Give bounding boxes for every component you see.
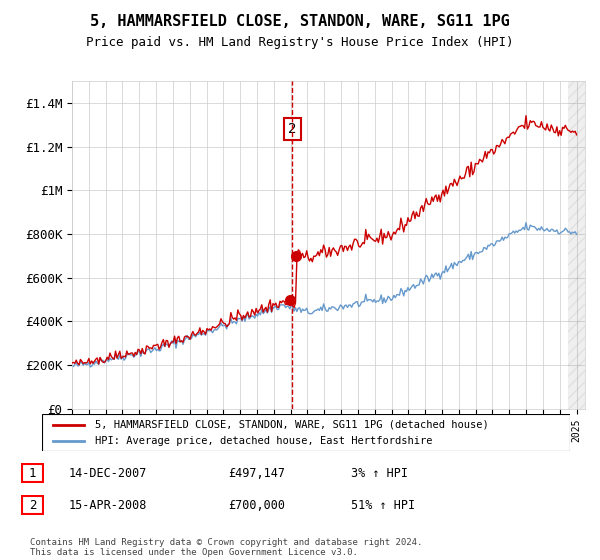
Text: £700,000: £700,000 [228, 498, 285, 512]
Text: 3% ↑ HPI: 3% ↑ HPI [351, 466, 408, 480]
Text: £497,147: £497,147 [228, 466, 285, 480]
Text: 2: 2 [29, 498, 36, 512]
Text: 1: 1 [29, 466, 36, 480]
Text: 14-DEC-2007: 14-DEC-2007 [69, 466, 148, 480]
Text: Contains HM Land Registry data © Crown copyright and database right 2024.
This d: Contains HM Land Registry data © Crown c… [30, 538, 422, 557]
Text: 5, HAMMARSFIELD CLOSE, STANDON, WARE, SG11 1PG: 5, HAMMARSFIELD CLOSE, STANDON, WARE, SG… [90, 14, 510, 29]
Text: HPI: Average price, detached house, East Hertfordshire: HPI: Average price, detached house, East… [95, 436, 432, 446]
Text: 5, HAMMARSFIELD CLOSE, STANDON, WARE, SG11 1PG (detached house): 5, HAMMARSFIELD CLOSE, STANDON, WARE, SG… [95, 419, 488, 430]
Text: 2: 2 [288, 122, 296, 136]
Text: 51% ↑ HPI: 51% ↑ HPI [351, 498, 415, 512]
Text: Price paid vs. HM Land Registry's House Price Index (HPI): Price paid vs. HM Land Registry's House … [86, 36, 514, 49]
Text: 15-APR-2008: 15-APR-2008 [69, 498, 148, 512]
